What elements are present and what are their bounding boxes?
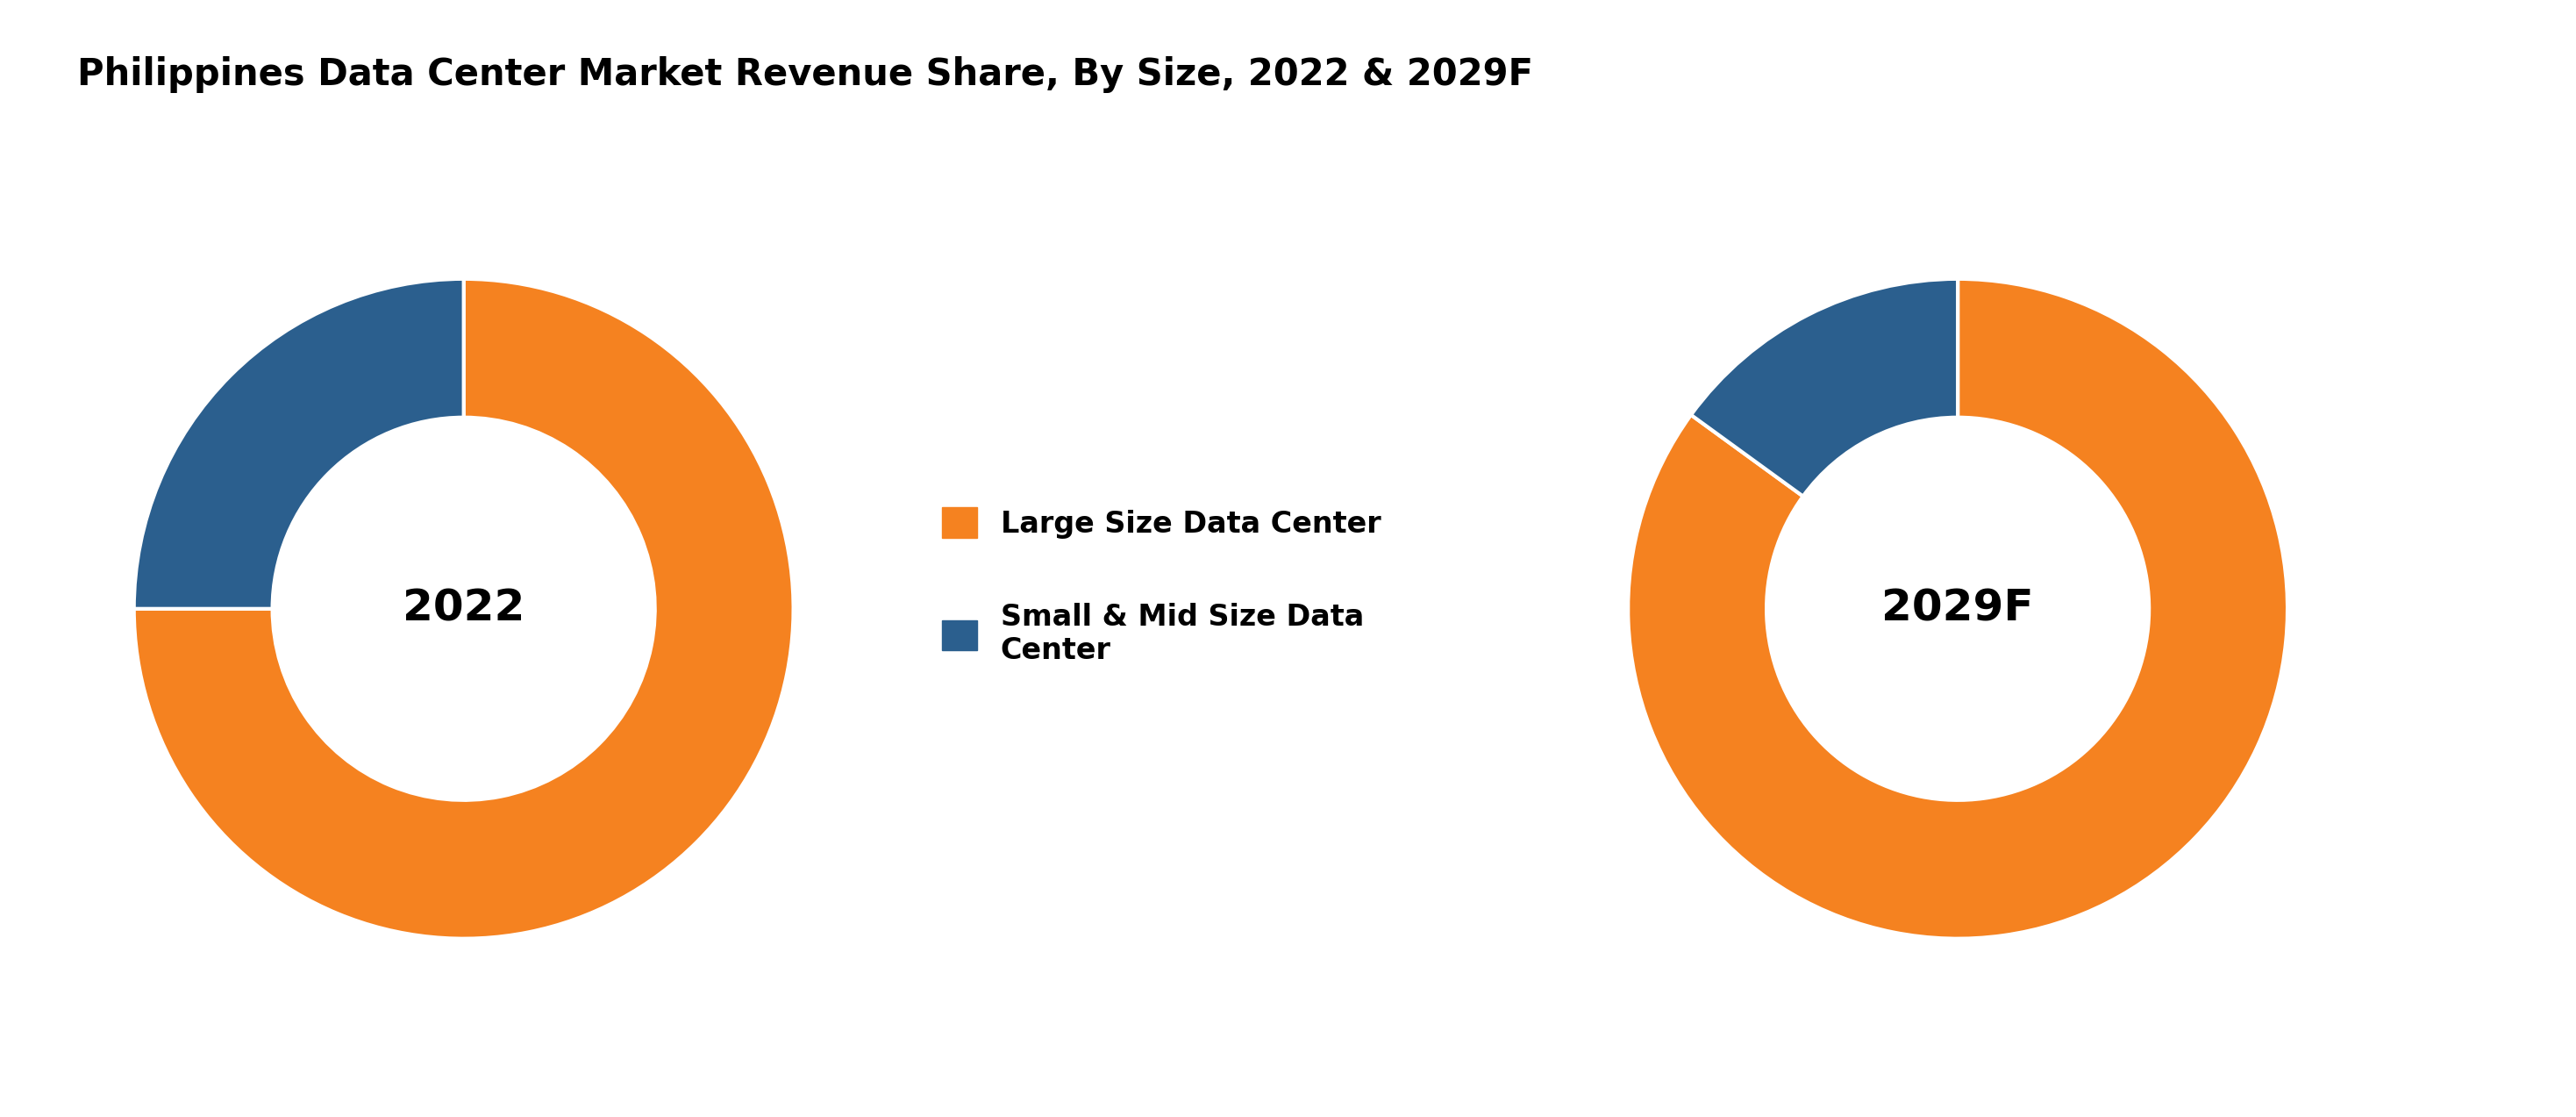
Legend: Large Size Data Center, Small & Mid Size Data
Center: Large Size Data Center, Small & Mid Size… [943,507,1381,666]
Text: 2022: 2022 [402,588,526,630]
Wedge shape [134,279,464,609]
Text: 2029F: 2029F [1880,588,2035,630]
Text: Philippines Data Center Market Revenue Share, By Size, 2022 & 2029F: Philippines Data Center Market Revenue S… [77,56,1533,93]
Wedge shape [1628,279,2287,938]
Wedge shape [1690,279,1958,496]
Wedge shape [134,279,793,938]
